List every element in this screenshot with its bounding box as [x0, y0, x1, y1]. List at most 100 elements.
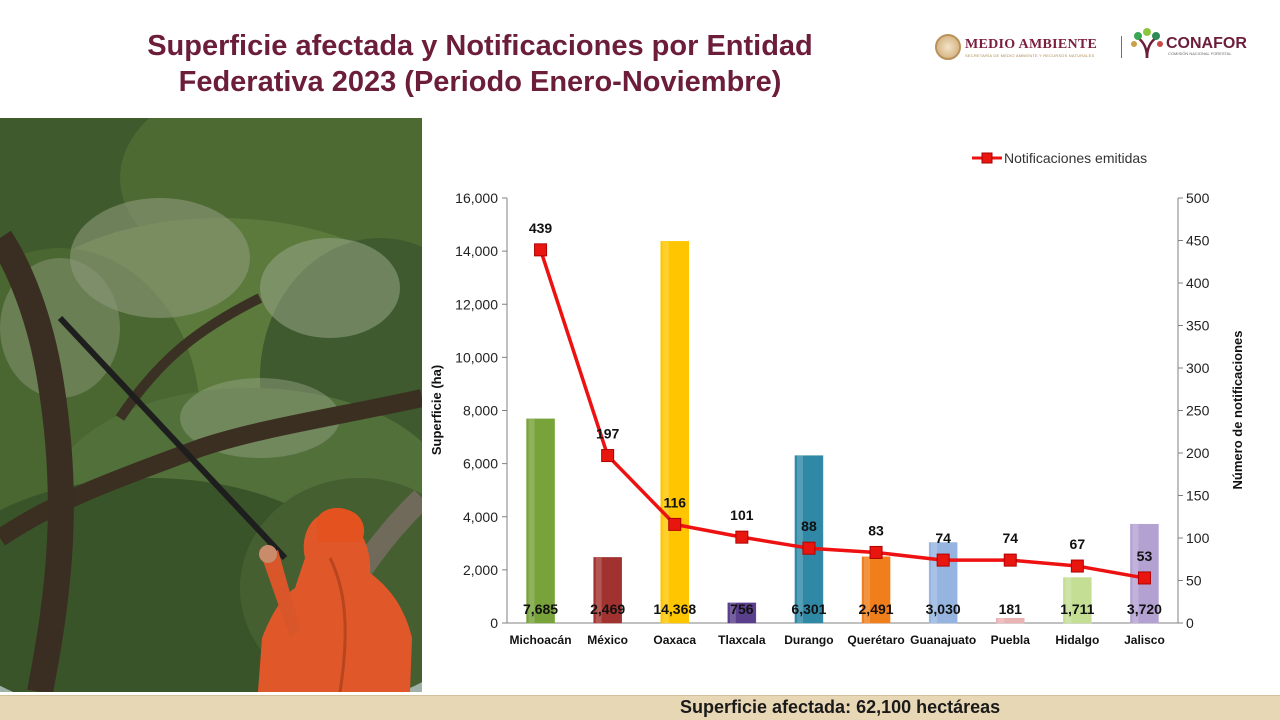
- y2-tick-label: 150: [1186, 488, 1210, 504]
- bar: [1063, 577, 1092, 624]
- chart-line-series: [534, 243, 1151, 585]
- bar-value-label: 3,720: [1127, 601, 1162, 617]
- footer-summary: Superficie afectada: 62,100 hectáreas: [680, 697, 1001, 717]
- bar: [794, 455, 824, 624]
- y-axis-title: Superficie (ha): [429, 365, 444, 455]
- line-value-label: 88: [801, 518, 817, 534]
- line-marker: [534, 243, 548, 257]
- chart-legend: Notificaciones emitidas: [972, 150, 1147, 166]
- y2-tick-label: 100: [1186, 530, 1210, 546]
- line-marker: [869, 545, 883, 559]
- y2-tick-label: 50: [1186, 573, 1202, 589]
- line-value-label: 83: [868, 522, 884, 538]
- title-line-2: Federativa 2023 (Periodo Enero-Noviembre…: [178, 66, 782, 98]
- bar-value-label: 2,491: [859, 601, 894, 617]
- bar-highlight: [864, 556, 871, 623]
- y2-tick-label: 200: [1186, 445, 1210, 461]
- y2-tick-label: 500: [1186, 190, 1210, 206]
- line-value-label: 439: [529, 220, 553, 236]
- bar-highlight: [1132, 524, 1139, 623]
- y-tick-label: 0: [490, 615, 498, 631]
- footer-bar: [0, 695, 1280, 720]
- bar-highlight: [796, 455, 803, 623]
- bar-value-label: 1,711: [1060, 601, 1094, 617]
- y-tick-label: 2,000: [463, 562, 498, 578]
- legend-label: Notificaciones emitidas: [1004, 150, 1147, 166]
- line-marker: [668, 517, 682, 531]
- x-tick-label: Jalisco: [1124, 633, 1165, 647]
- bar: [861, 556, 891, 624]
- y-tick-label: 10,000: [455, 349, 498, 365]
- bar-highlight: [595, 557, 602, 623]
- x-tick-label: Michoacán: [510, 633, 572, 647]
- chart-bars: [526, 241, 1159, 624]
- line-value-label: 67: [1070, 536, 1086, 552]
- seal-icon: [935, 34, 961, 60]
- bar-value-label: 14,368: [653, 601, 696, 617]
- conafor-name: CONAFOR: [1166, 35, 1247, 52]
- bar-highlight: [931, 542, 938, 623]
- line-marker: [802, 541, 816, 555]
- line-marker: [1137, 571, 1151, 585]
- line-value-label: 74: [935, 530, 951, 546]
- chart-axes: 0 2,000 4,000 6,000 8,000 10,000 12,000 14,000 1…: [455, 190, 1209, 647]
- x-tick-label: Querétaro: [847, 633, 904, 647]
- line-value-label: 74: [1002, 530, 1018, 546]
- conafor-subtitle: COMISIÓN NACIONAL FORESTAL: [1168, 51, 1232, 56]
- bar-highlight: [662, 241, 669, 623]
- line-marker: [1070, 559, 1084, 573]
- x-tick-label: Tlaxcala: [718, 633, 766, 647]
- x-tick-label: Guanajuato: [910, 633, 976, 647]
- medio-ambiente-subtitle: SECRETARÍA DE MEDIO AMBIENTE Y RECURSOS …: [965, 52, 1095, 58]
- medio-ambiente-name: MEDIO AMBIENTE: [965, 36, 1098, 52]
- bar-highlight: [528, 418, 535, 623]
- x-tick-label: Puebla: [991, 633, 1031, 647]
- y-tick-label: 8,000: [463, 403, 498, 419]
- bar-value-label: 3,030: [926, 601, 961, 617]
- line-marker: [1003, 553, 1017, 567]
- legend-marker-swatch: [981, 152, 993, 164]
- y-tick-label: 6,000: [463, 456, 498, 472]
- line-marker: [936, 553, 950, 567]
- y2-tick-label: 450: [1186, 233, 1210, 249]
- x-tick-label: Oaxaca: [653, 633, 696, 647]
- bar: [996, 617, 1025, 624]
- line-marker: [735, 530, 749, 544]
- bar: [526, 418, 555, 624]
- line-value-label: 116: [663, 494, 686, 510]
- y-tick-label: 4,000: [463, 509, 498, 525]
- line-value-label: 197: [596, 426, 620, 442]
- conafor-tree-icon: [1131, 28, 1163, 59]
- bar-value-label: 7,685: [523, 601, 558, 617]
- y-tick-label: 16,000: [455, 190, 498, 206]
- y2-tick-label: 250: [1186, 403, 1210, 419]
- y-tick-label: 14,000: [455, 243, 498, 259]
- bar: [660, 241, 689, 624]
- line-value-label: 53: [1137, 548, 1153, 564]
- page-title: Superficie afectada y Notificaciones por…: [90, 28, 870, 100]
- y2-tick-label: 300: [1186, 360, 1210, 376]
- bar-line-chart: Notificaciones emitidas Superficie (ha) …: [429, 150, 1245, 647]
- conafor-logo: CONAFOR: [1130, 28, 1247, 60]
- bar-value-label: 6,301: [791, 601, 826, 617]
- y-tick-label: 12,000: [455, 296, 498, 312]
- line-marker: [601, 449, 615, 463]
- bar: [727, 602, 757, 624]
- x-tick-label: Hidalgo: [1055, 633, 1099, 647]
- forest-worker-photo: [0, 118, 422, 692]
- notifications-line: [538, 249, 1145, 580]
- y2-axis-title: Número de notificaciones: [1230, 331, 1245, 490]
- line-value-label: 101: [730, 507, 754, 523]
- header-logos: MEDIO AMBIENTE SECRETARÍA DE MEDIO AMBIE…: [935, 28, 1255, 68]
- bar-value-label: 2,469: [590, 601, 625, 617]
- bar: [593, 557, 622, 624]
- x-tick-label: México: [587, 633, 628, 647]
- bar-highlight: [998, 618, 1005, 623]
- photo-illustration: [0, 118, 422, 692]
- y2-tick-label: 0: [1186, 615, 1194, 631]
- logo-divider: [1121, 36, 1122, 58]
- bar-highlight: [1065, 577, 1072, 623]
- bar-highlight: [729, 602, 736, 623]
- y2-tick-label: 350: [1186, 318, 1210, 334]
- chart-data-labels: 7,685 2,469 14,368 756 6,301 2,491 3,030 181 1,7…: [523, 220, 1162, 617]
